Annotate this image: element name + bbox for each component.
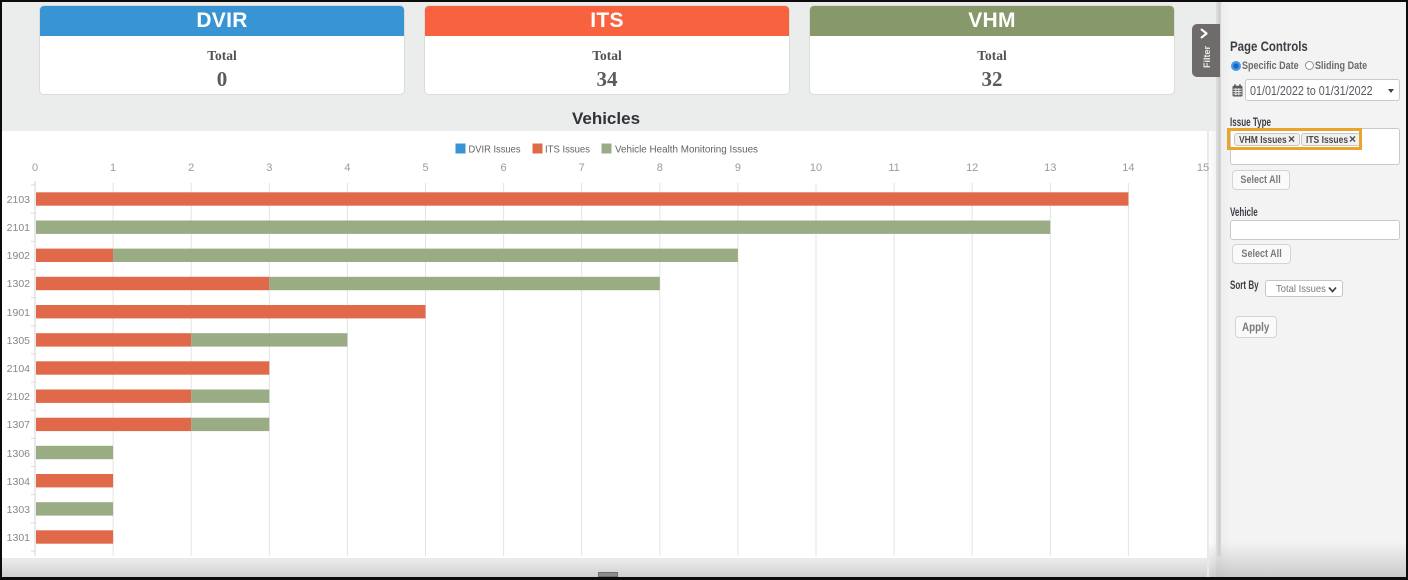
svg-text:ITS Issues: ITS Issues — [545, 144, 590, 156]
svg-text:13: 13 — [1044, 162, 1056, 174]
svg-text:9: 9 — [735, 162, 741, 174]
svg-text:12: 12 — [966, 162, 978, 174]
svg-text:1: 1 — [110, 162, 116, 174]
svg-text:DVIR Issues: DVIR Issues — [469, 144, 521, 156]
svg-text:5: 5 — [422, 162, 428, 174]
svg-text:14: 14 — [1122, 162, 1134, 174]
svg-text:Vehicle Health Monitoring Issu: Vehicle Health Monitoring Issues — [615, 144, 758, 156]
svg-text:1305: 1305 — [7, 335, 31, 347]
svg-text:2101: 2101 — [7, 222, 31, 234]
svg-text:2103: 2103 — [7, 194, 31, 206]
svg-text:6: 6 — [501, 162, 507, 174]
svg-text:1302: 1302 — [7, 278, 31, 290]
svg-text:10: 10 — [810, 162, 822, 174]
svg-text:8: 8 — [657, 162, 663, 174]
svg-text:3: 3 — [266, 162, 272, 174]
svg-text:2104: 2104 — [7, 363, 31, 375]
svg-text:1901: 1901 — [7, 307, 31, 319]
svg-text:1303: 1303 — [7, 504, 31, 516]
svg-text:11: 11 — [888, 162, 899, 174]
svg-text:1306: 1306 — [7, 448, 31, 460]
svg-text:0: 0 — [32, 162, 38, 174]
svg-text:1304: 1304 — [7, 476, 31, 488]
svg-text:2: 2 — [188, 162, 194, 174]
svg-text:1902: 1902 — [7, 250, 31, 262]
svg-text:7: 7 — [579, 162, 585, 174]
svg-text:2102: 2102 — [7, 391, 31, 403]
svg-text:15: 15 — [1197, 162, 1209, 174]
svg-text:4: 4 — [344, 162, 350, 174]
svg-text:1301: 1301 — [7, 532, 31, 544]
svg-text:1307: 1307 — [7, 419, 31, 431]
